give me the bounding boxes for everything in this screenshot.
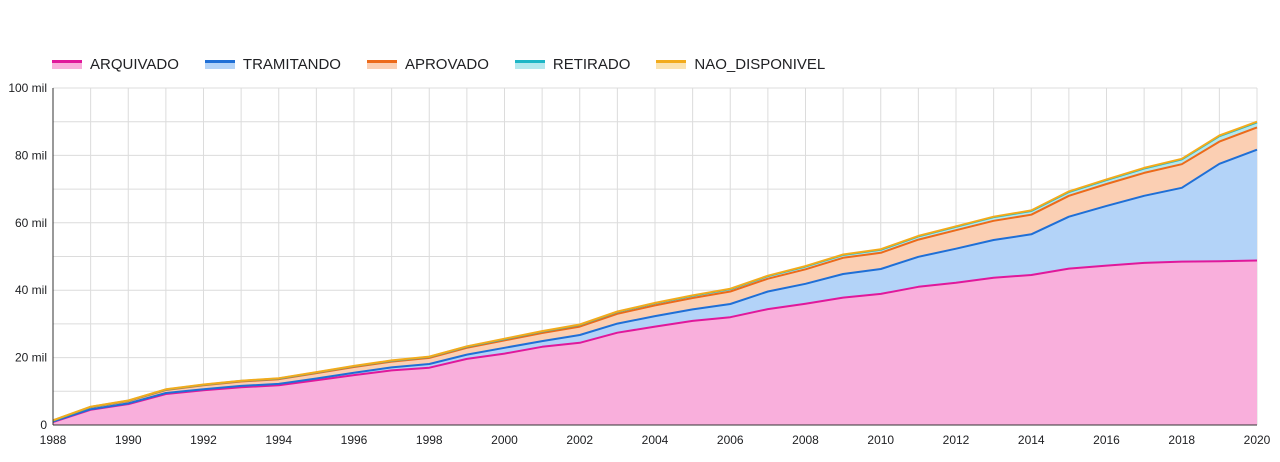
x-tick-label: 1996 [341,433,368,447]
y-tick-label: 40 mil [15,283,47,297]
x-tick-label: 2002 [566,433,593,447]
legend-swatch [366,60,397,69]
x-tick-label: 1998 [416,433,443,447]
x-tick-label: 2018 [1168,433,1195,447]
legend-label: ARQUIVADO [90,56,179,73]
x-tick-label: 2010 [867,433,894,447]
legend-label: RETIRADO [552,56,631,73]
legend-item-tramitando[interactable]: TRAMITANDO [204,56,341,73]
y-tick-label: 20 mil [15,351,47,365]
legend-label: NAO_DISPONIVEL [694,56,826,73]
y-tick-label: 0 [40,418,47,432]
y-tick-label: 100 mil [8,81,47,95]
line-arquivado [52,259,1258,423]
legend-item-nao-disponivel[interactable]: NAO_DISPONIVEL [656,56,825,73]
legend-label: APROVADO [404,56,489,73]
legend-item-aprovado[interactable]: APROVADO [366,56,489,73]
x-tick-label: 2000 [491,433,518,447]
legend-item-arquivado[interactable]: ARQUIVADO [52,56,179,73]
x-tick-label: 1992 [190,433,217,447]
x-tick-label: 2016 [1093,433,1120,447]
x-tick-label: 2008 [792,433,819,447]
x-tick-label: 2020 [1244,433,1271,447]
legend-label: TRAMITANDO [242,56,341,73]
y-tick-label: 80 mil [15,148,47,162]
x-tick-label: 2006 [717,433,744,447]
y-tick-label: 60 mil [15,216,47,230]
x-tick-label: 1988 [40,433,67,447]
legend-swatch [52,60,82,69]
legend-item-retirado[interactable]: RETIRADO [514,56,631,73]
legend-swatch [204,60,235,69]
line-tramitando [52,148,1258,423]
x-tick-label: 2012 [943,433,970,447]
x-tick-label: 2004 [642,433,669,447]
legend-swatch [514,60,545,69]
chart-legend: ARQUIVADO TRAMITANDO APROVADO RETIRADO NAO_D… [52,56,851,73]
x-tick-label: 2014 [1018,433,1045,447]
legend-swatch [656,60,687,69]
x-tick-label: 1990 [115,433,142,447]
line-nao-disponivel [52,120,1258,422]
area-arquivado [53,260,1257,425]
x-tick-label: 1994 [265,433,292,447]
